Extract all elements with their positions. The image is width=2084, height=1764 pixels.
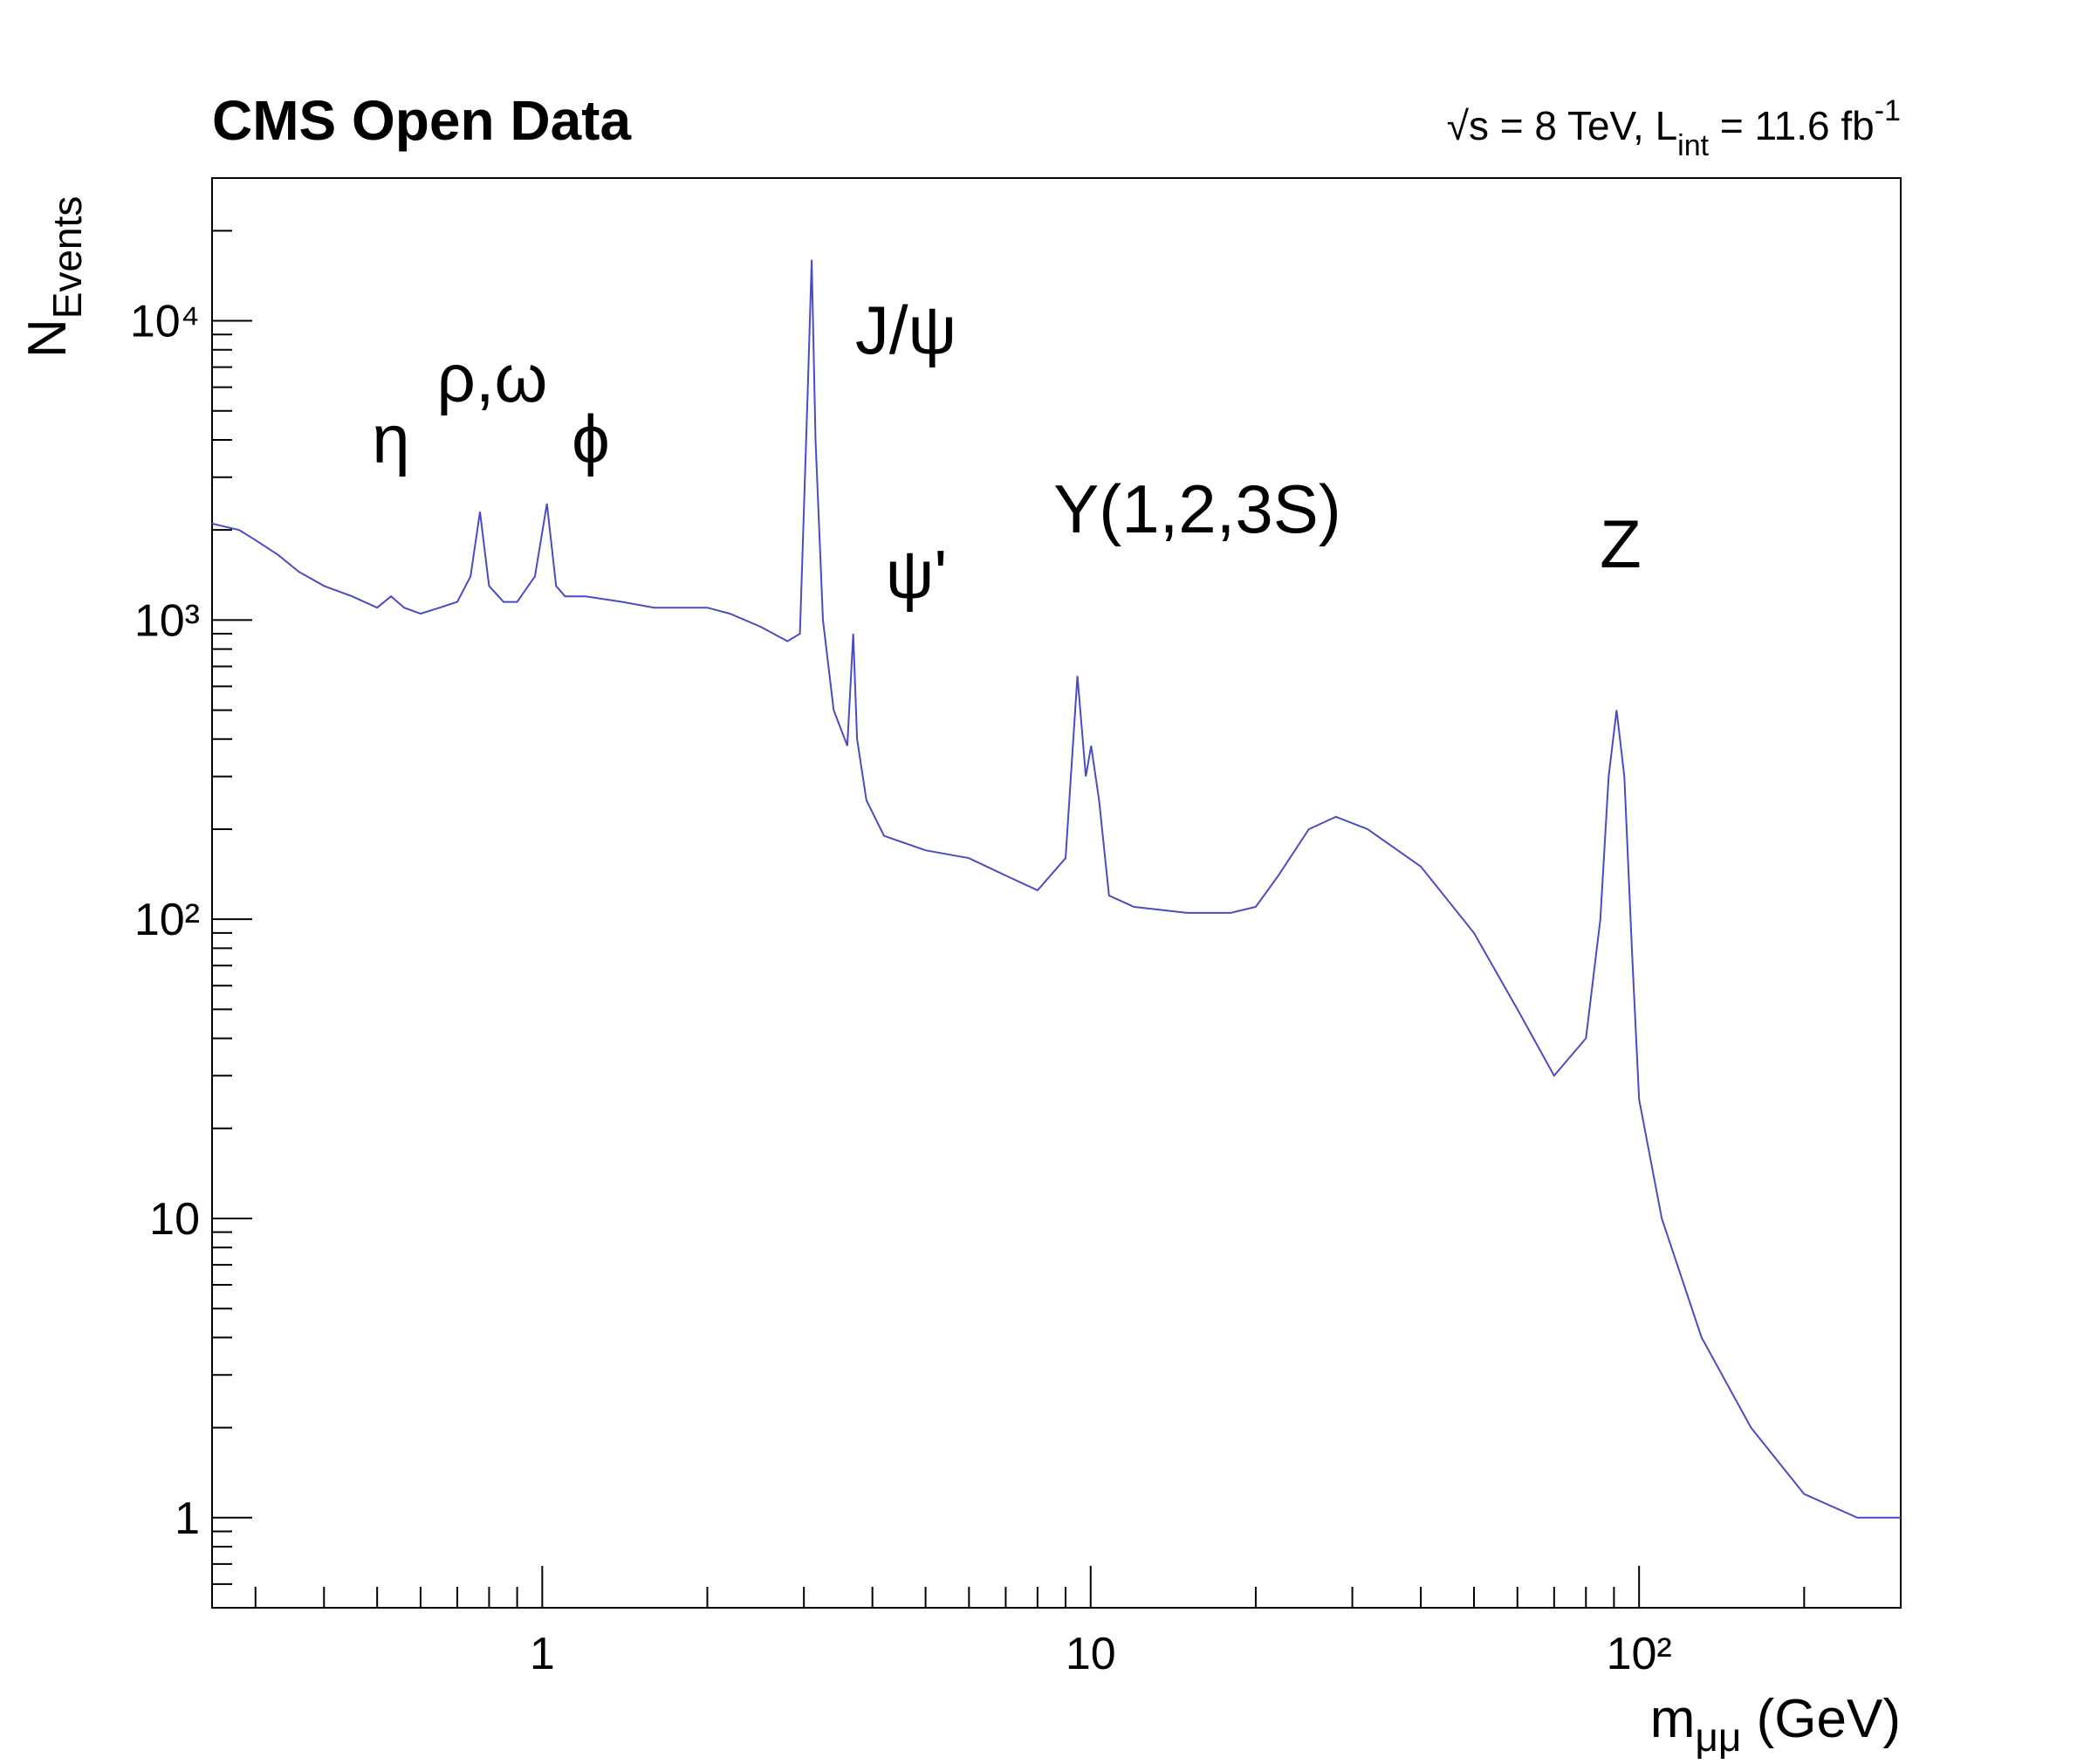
plot-frame: [211, 177, 1902, 1609]
label-part: -1: [1875, 94, 1901, 127]
label-part: = 11.6 fb: [1709, 103, 1875, 148]
y-tick-label: 10²: [134, 895, 200, 945]
y-tick-label: 10³: [134, 595, 200, 646]
peak-label: η: [372, 401, 409, 477]
peak-label: ϕ: [572, 401, 610, 477]
x-tick-label: 10²: [1607, 1629, 1672, 1679]
x-tick-label: 1: [530, 1629, 555, 1679]
peak-label: Υ(1,2,3S): [1053, 470, 1340, 547]
y-axis-label: NEvents: [17, 196, 90, 358]
y-tick-label: 10: [149, 1194, 200, 1245]
label-part: m: [1650, 1689, 1696, 1749]
label-part: μμ: [1695, 1714, 1741, 1760]
label-part: (GeV): [1741, 1689, 1901, 1749]
y-tick-label: 1: [175, 1493, 200, 1544]
data-line: [211, 259, 1901, 1519]
peak-label: Z: [1600, 505, 1642, 582]
label-part: N: [17, 319, 78, 358]
chart-title: CMS Open Data: [212, 89, 631, 152]
x-tick-label: 10: [1066, 1629, 1116, 1679]
label-part: √s = 8 TeV, L: [1447, 103, 1677, 148]
x-axis-label: mμμ (GeV): [1650, 1689, 1901, 1760]
energy-label: √s = 8 TeV, Lint = 11.6 fb-1: [1447, 94, 1901, 162]
label-part: int: [1677, 129, 1709, 162]
y-tick-label: 10⁴: [130, 297, 200, 347]
peak-label: J/ψ: [855, 292, 956, 368]
peak-label: ρ,ω: [437, 340, 548, 416]
peak-label: ψ': [886, 536, 948, 613]
label-part: Events: [45, 196, 90, 319]
